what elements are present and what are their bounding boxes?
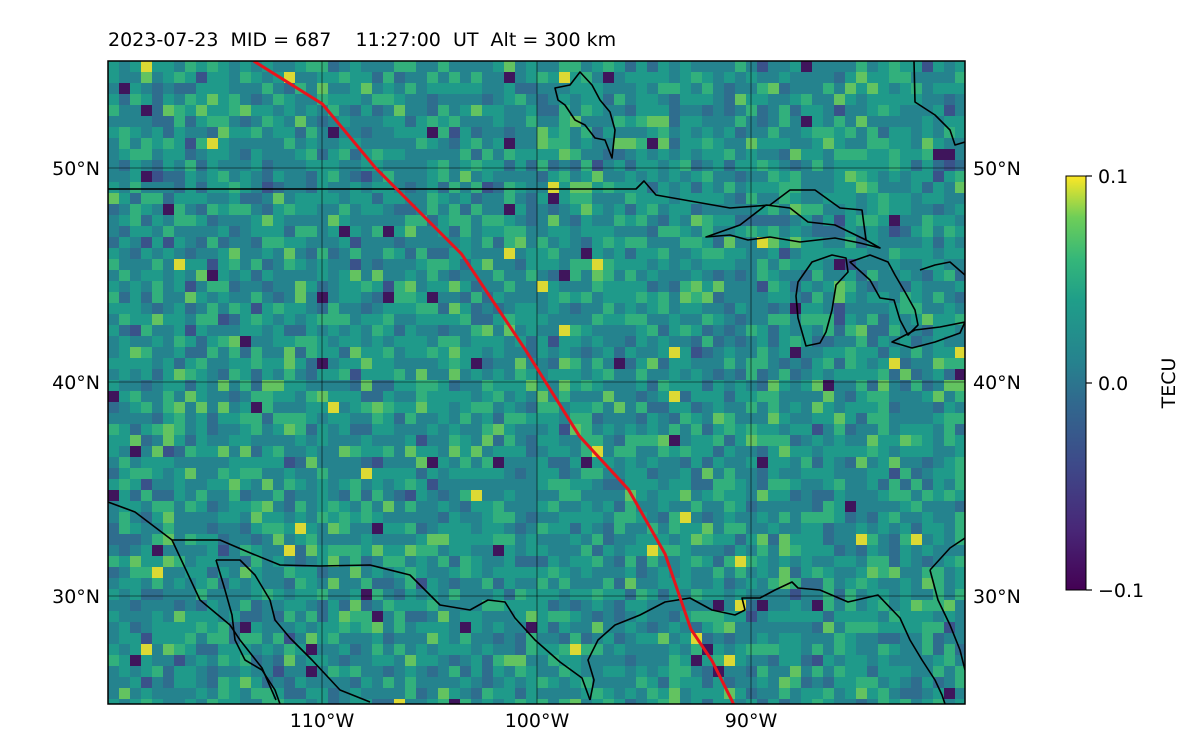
colorbar-label: TECU (1158, 358, 1180, 410)
lat-label-right-50: 50°N (973, 158, 1021, 180)
coast-sonora (216, 559, 371, 703)
lat-label-left-50: 50°N (52, 158, 100, 180)
coast-gulf-california (215, 559, 281, 704)
graticule (108, 61, 965, 704)
colorbar-tick-max: 0.1 (1098, 166, 1128, 188)
colorbar-tick-min: −0.1 (1098, 580, 1144, 602)
lake-superior (705, 204, 881, 249)
lake-huron (849, 254, 919, 336)
lat-label-right-40: 40°N (973, 372, 1021, 394)
shore-ontario (919, 261, 965, 276)
hudson-bay (913, 61, 965, 146)
plot-title: 2023-07-23 MID = 687 11:27:00 UT Alt = 3… (108, 29, 617, 51)
terminator-line (252, 61, 735, 704)
border-us-mexico (108, 501, 591, 701)
lat-label-left-40: 40°N (52, 372, 100, 394)
lake-winnipeg (554, 71, 616, 159)
coast-gulf (587, 581, 946, 704)
coast-atlantic (929, 537, 965, 571)
tec-field (108, 61, 965, 704)
colorbar-bar (1065, 175, 1087, 591)
lake-erie (891, 321, 965, 349)
lat-label-right-30: 30°N (973, 586, 1021, 608)
coastlines (108, 61, 965, 704)
lon-label-100: 100°W (505, 710, 570, 732)
colorbar-tick-zero: 0.0 (1098, 373, 1128, 395)
coast-florida (929, 569, 965, 671)
lon-label-90: 90°W (725, 710, 778, 732)
lon-label-110: 110°W (290, 710, 355, 732)
map-frame (107, 60, 966, 705)
lake-michigan (795, 254, 849, 347)
colorbar-ticks (1086, 175, 1092, 591)
lat-label-left-30: 30°N (52, 586, 100, 608)
